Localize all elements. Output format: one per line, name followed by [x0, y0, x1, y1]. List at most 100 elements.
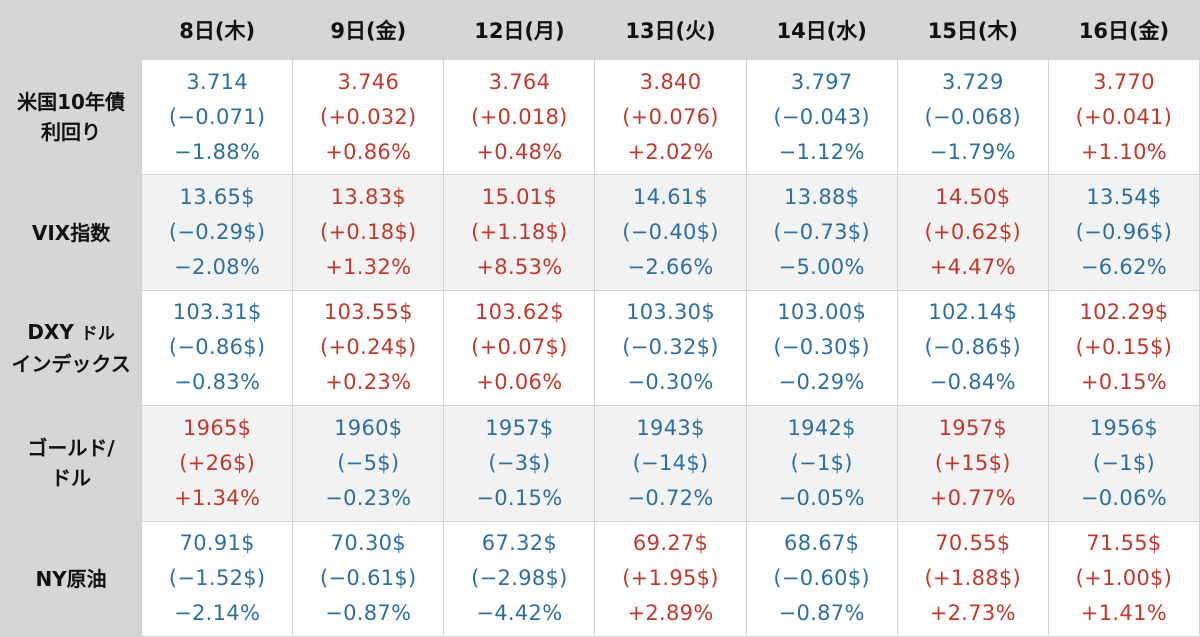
cell-percent: −5.00%	[778, 255, 865, 280]
row-label-line: 利回り	[41, 120, 102, 145]
cell-percent: +1.10%	[1080, 139, 1167, 164]
row-label-line: ドル	[51, 466, 92, 491]
cell-value: 3.797	[790, 69, 853, 94]
cell-percent: +1.34%	[174, 485, 261, 510]
cell-change: (−1$)	[1092, 450, 1156, 475]
cell-percent: −0.84%	[929, 370, 1016, 395]
day-header: 14日(水)	[745, 0, 898, 60]
cell-value: 15.01$	[481, 185, 558, 210]
day-header: 12日(月)	[443, 0, 596, 60]
cell-value: 103.31$	[172, 300, 262, 325]
data-cell: 1965$ (+26$) +1.34%	[141, 405, 294, 522]
data-cell: 3.770 (+0.041) +1.10%	[1047, 58, 1200, 176]
row-label-line: インデックス	[11, 351, 131, 376]
cell-value: 70.30$	[330, 531, 406, 556]
cell-percent: −2.08%	[174, 255, 261, 280]
cell-change: (−0.068)	[924, 104, 1022, 129]
data-cell: 102.29$ (+0.15$) +0.15%	[1047, 289, 1200, 407]
header-row: 8日(木) 9日(金) 12日(月) 13日(火) 14日(水) 15日(木) …	[0, 0, 1200, 60]
cell-value: 3.714	[186, 69, 248, 94]
cell-change: (+1.00$)	[1075, 566, 1173, 591]
cell-change: (+0.041)	[1075, 104, 1173, 129]
data-cell: 69.27$ (+1.95$) +2.89%	[594, 520, 747, 637]
data-cell: 102.14$ (−0.86$) −0.84%	[896, 289, 1049, 407]
cell-change: (−0.29$)	[168, 220, 266, 245]
cell-change: (−14$)	[632, 450, 709, 475]
cell-value: 102.29$	[1079, 300, 1169, 325]
cell-percent: +2.89%	[627, 601, 714, 626]
data-cell: 13.65$ (−0.29$) −2.08%	[141, 174, 294, 291]
cell-change: (−0.61$)	[320, 566, 417, 591]
cell-change: (−3$)	[488, 450, 551, 475]
cell-change: (+0.07$)	[471, 335, 568, 360]
data-cell: 1957$ (−3$) −0.15%	[443, 405, 596, 522]
cell-change: (−0.86$)	[168, 335, 266, 360]
cell-change: (−0.96$)	[1075, 220, 1173, 245]
table-row: DXY ドル インデックス 103.31$ (−0.86$) −0.83% 103.55$…	[0, 289, 1200, 407]
table-row: ゴールド/ドル 1965$ (+26$) +1.34% 1960$ (−5$) −0.23%…	[0, 405, 1200, 522]
cell-value: 13.65$	[179, 185, 255, 210]
cell-percent: −0.29%	[778, 370, 865, 395]
cell-change: (−2.98$)	[471, 566, 568, 591]
data-cell: 103.30$ (−0.32$) −0.30%	[594, 289, 747, 407]
day-header: 16日(金)	[1047, 0, 1200, 60]
day-header: 15日(木)	[896, 0, 1049, 60]
cell-value: 1942$	[787, 415, 856, 440]
day-header: 8日(木)	[141, 0, 294, 60]
row-label: DXY ドル インデックス	[0, 289, 143, 407]
data-cell: 70.91$ (−1.52$) −2.14%	[141, 520, 294, 637]
cell-change: (+0.076)	[622, 104, 719, 129]
cell-percent: +0.86%	[325, 139, 412, 164]
cell-value: 67.32$	[481, 531, 558, 556]
cell-percent: +2.02%	[627, 139, 714, 164]
cell-change: (+0.62$)	[924, 220, 1022, 245]
cell-change: (+0.15$)	[1075, 335, 1173, 360]
cell-percent: +0.77%	[929, 485, 1016, 510]
data-cell: 1942$ (−1$) −0.05%	[745, 405, 898, 522]
cell-percent: +1.32%	[325, 255, 412, 280]
cell-change: (−0.40$)	[622, 220, 719, 245]
data-cell: 13.54$ (−0.96$) −6.62%	[1047, 174, 1200, 291]
cell-percent: −0.83%	[174, 370, 261, 395]
cell-percent: −0.23%	[325, 485, 412, 510]
cell-percent: +4.47%	[929, 255, 1016, 280]
cell-change: (−0.86$)	[924, 335, 1022, 360]
cell-change: (+15$)	[934, 450, 1011, 475]
row-label: VIX指数	[0, 174, 143, 291]
data-cell: 15.01$ (+1.18$) +8.53%	[443, 174, 596, 291]
cell-value: 3.764	[488, 69, 551, 94]
cell-value: 1960$	[334, 415, 403, 440]
cell-percent: −0.87%	[778, 601, 865, 626]
cell-percent: −0.15%	[476, 485, 563, 510]
cell-value: 13.54$	[1086, 185, 1162, 210]
cell-value: 103.30$	[626, 300, 716, 325]
cell-value: 13.88$	[784, 185, 860, 210]
cell-change: (+0.032)	[320, 104, 417, 129]
data-cell: 14.61$ (−0.40$) −2.66%	[594, 174, 747, 291]
cell-percent: +0.48%	[476, 139, 563, 164]
cell-value: 14.50$	[935, 185, 1011, 210]
data-cell: 67.32$ (−2.98$) −4.42%	[443, 520, 596, 637]
data-cell: 103.00$ (−0.30$) −0.29%	[745, 289, 898, 407]
table-row: VIX指数 13.65$ (−0.29$) −2.08% 13.83$ (+0.18$) +…	[0, 174, 1200, 291]
row-label-line: ゴールド/	[27, 436, 115, 461]
cell-value: 1943$	[636, 415, 705, 440]
cell-change: (+0.18$)	[320, 220, 417, 245]
day-header: 9日(金)	[292, 0, 445, 60]
cell-change: (+1.95$)	[622, 566, 719, 591]
cell-change: (+26$)	[179, 450, 256, 475]
data-cell: 103.55$ (+0.24$) +0.23%	[292, 289, 445, 407]
row-label-line: 米国10年債	[17, 90, 125, 115]
data-cell: 1956$ (−1$) −0.06%	[1047, 405, 1200, 522]
data-cell: 103.31$ (−0.86$) −0.83%	[141, 289, 294, 407]
row-label: NY原油	[0, 520, 143, 637]
cell-percent: +0.06%	[476, 370, 563, 395]
cell-value: 103.55$	[323, 300, 413, 325]
row-label: 米国10年債 利回り	[0, 58, 143, 176]
data-cell: 70.30$ (−0.61$) −0.87%	[292, 520, 445, 637]
data-cell: 1943$ (−14$) −0.72%	[594, 405, 747, 522]
data-cell: 1957$ (+15$) +0.77%	[896, 405, 1049, 522]
data-cell: 3.840 (+0.076) +2.02%	[594, 58, 747, 176]
row-label-line: NY原油	[35, 566, 107, 591]
cell-value: 68.67$	[784, 531, 860, 556]
